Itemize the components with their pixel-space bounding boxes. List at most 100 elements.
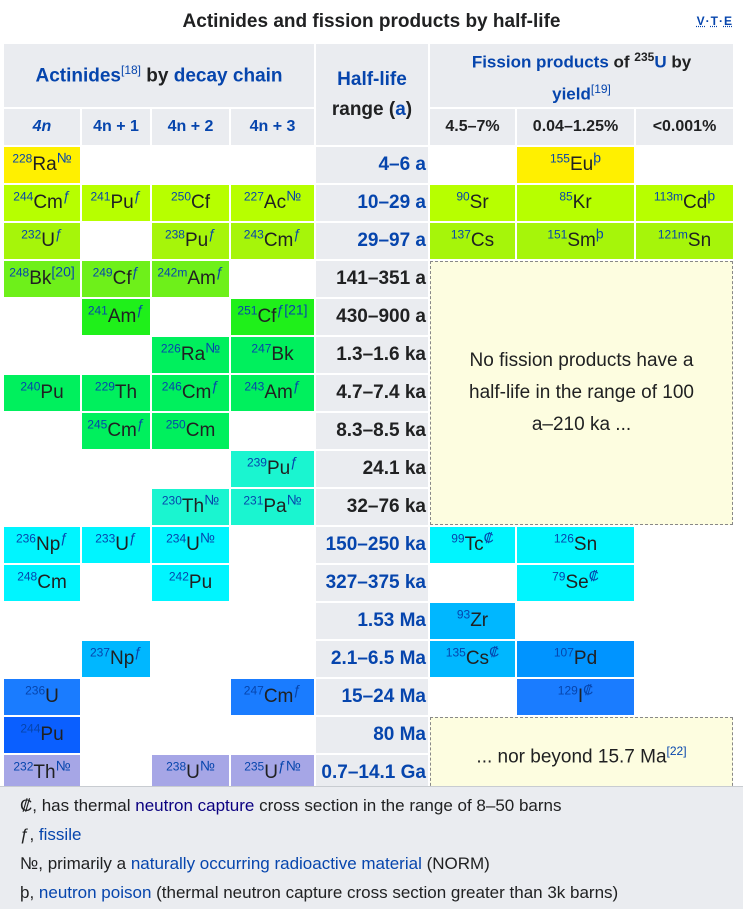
actinide-cell: 242mAmƒ xyxy=(152,261,229,298)
isotope-link[interactable]: Np xyxy=(35,534,61,556)
isotope-link[interactable]: Cd xyxy=(683,192,708,214)
ref-19[interactable]: [19] xyxy=(590,81,611,96)
isotope-link[interactable]: Am xyxy=(264,382,293,404)
col-yield-mid: 0.04–1.25% xyxy=(517,109,634,146)
isotope-link[interactable]: Se xyxy=(565,572,589,594)
annum-link[interactable]: a xyxy=(395,98,406,120)
isotope-link[interactable]: Cm xyxy=(181,382,212,404)
talk-template-link[interactable]: T xyxy=(710,14,719,28)
isotope-link[interactable]: Ac xyxy=(263,192,287,214)
isotope-link[interactable]: U xyxy=(186,762,200,784)
isotope-link[interactable]: Cm xyxy=(263,686,294,708)
halflife-link[interactable]: Half-life xyxy=(337,68,407,90)
isotope-link[interactable]: Sm xyxy=(567,230,596,252)
isotope-link[interactable]: Cf xyxy=(191,192,211,214)
isotope-link[interactable]: Sn xyxy=(687,230,712,252)
isotope-link[interactable]: Pu xyxy=(184,230,209,252)
u235-link[interactable]: U xyxy=(654,52,667,72)
isotope-link[interactable]: Cm xyxy=(185,420,216,442)
isotope-link[interactable]: Cm xyxy=(33,192,63,214)
isotope-link[interactable]: Pa xyxy=(263,496,287,518)
isotope-link[interactable]: Cm xyxy=(37,572,67,594)
isotope-link[interactable]: Th xyxy=(181,496,205,518)
series-4n2-link[interactable]: 4n + 2 xyxy=(167,118,214,136)
halflife-range: 141–351 a xyxy=(316,261,428,298)
isotope-mark: ƒ xyxy=(215,263,224,280)
isotope-link[interactable]: Th xyxy=(33,762,56,784)
isotope-link[interactable]: Am xyxy=(107,306,137,328)
halflife-range: 4.7–7.4 ka xyxy=(316,375,428,412)
isotope-link[interactable]: Zr xyxy=(470,610,489,632)
isotope-link[interactable]: U xyxy=(115,534,129,556)
halflife-range: 0.7–14.1 Ga xyxy=(316,755,428,792)
actinide-cell: 238U№ xyxy=(152,755,229,792)
isotope-link[interactable]: U xyxy=(45,686,59,708)
yield-link[interactable]: yield xyxy=(552,84,591,104)
isotope-link[interactable]: Tc xyxy=(464,534,484,556)
mass-number: 240 xyxy=(20,379,41,394)
fission-products-link[interactable]: Fission products xyxy=(471,52,609,72)
isotope-link[interactable]: Kr xyxy=(572,192,592,214)
mass-number: 135 xyxy=(445,645,466,660)
norm-link[interactable]: naturally occurring radioactive material xyxy=(130,854,422,873)
actinide-cell: 250Cm xyxy=(152,413,229,450)
series-4n-link[interactable]: 4n xyxy=(32,118,52,136)
mass-number: 236 xyxy=(25,683,46,698)
isotope-link[interactable]: Pu xyxy=(40,724,64,746)
mass-number: 246 xyxy=(161,379,182,394)
isotope-link[interactable]: U xyxy=(41,230,55,252)
mass-number: 137 xyxy=(450,227,471,242)
mass-number: 129 xyxy=(557,683,578,698)
neutron-poison-link[interactable]: neutron poison xyxy=(38,883,152,902)
mass-number: 90 xyxy=(456,189,470,204)
isotope-link[interactable]: Cf xyxy=(112,268,132,290)
mass-number: 85 xyxy=(559,189,573,204)
isotope-link[interactable]: I xyxy=(577,686,584,708)
isotope-link[interactable]: Bk xyxy=(29,268,52,290)
ref-18[interactable]: [18] xyxy=(121,63,142,78)
isotope-mark: № xyxy=(199,757,215,774)
actinides-link[interactable]: Actinides xyxy=(35,65,121,87)
isotope-link[interactable]: Bk xyxy=(271,344,294,366)
decay-chain-link[interactable]: decay chain xyxy=(173,65,283,87)
series-4n3-link[interactable]: 4n + 3 xyxy=(249,118,296,136)
isotope-link[interactable]: Pu xyxy=(188,572,213,594)
isotope-link[interactable]: Pu xyxy=(266,458,291,480)
isotope-link[interactable]: Sr xyxy=(469,192,489,214)
actinide-cell: 235Uƒ№ xyxy=(231,755,314,792)
isotope-link[interactable]: Eu xyxy=(569,154,594,176)
mass-number: 242 xyxy=(168,569,189,584)
actinide-cell: 232Th№ xyxy=(4,755,80,792)
fission-product-cell: 107Pd xyxy=(517,641,634,678)
isotope-link[interactable]: Th xyxy=(114,382,138,404)
isotope-link[interactable]: Np xyxy=(109,648,135,670)
isotope-link[interactable]: U xyxy=(264,762,278,784)
mass-number: 227 xyxy=(243,189,264,204)
range-close: ) xyxy=(405,98,413,120)
halflife-range: 4–6 a xyxy=(316,147,428,184)
neutron-capture-link[interactable]: neutron capture xyxy=(135,796,255,815)
actinide-cell: 243Cmƒ xyxy=(231,223,314,260)
isotope-mark: þ xyxy=(593,149,602,166)
fissile-link[interactable]: fissile xyxy=(38,825,82,844)
series-4n1-link[interactable]: 4n + 1 xyxy=(93,118,139,136)
isotope-link[interactable]: Cm xyxy=(107,420,137,442)
ref-22[interactable]: [22] xyxy=(666,744,687,759)
isotope-link[interactable]: Pd xyxy=(573,648,598,670)
actinide-cell: 229Th xyxy=(82,375,150,412)
isotope-link[interactable]: Ra xyxy=(32,154,57,176)
isotope-link[interactable]: Sn xyxy=(573,534,598,556)
edit-template-link[interactable]: E xyxy=(723,14,733,28)
isotope-link[interactable]: Cs xyxy=(465,648,490,670)
isotope-link[interactable]: Pu xyxy=(40,382,64,404)
isotope-link[interactable]: Pu xyxy=(110,192,134,214)
view-template-link[interactable]: V xyxy=(696,14,706,28)
isotope-link[interactable]: Ra xyxy=(180,344,206,366)
isotope-link[interactable]: Am xyxy=(187,268,216,290)
empty-cell xyxy=(4,489,80,525)
isotope-link[interactable]: U xyxy=(186,534,200,556)
isotope-link[interactable]: Cs xyxy=(470,230,495,252)
isotope-mark: ƒ[21] xyxy=(276,301,308,318)
isotope-link[interactable]: Cf xyxy=(257,306,277,328)
isotope-link[interactable]: Cm xyxy=(263,230,294,252)
